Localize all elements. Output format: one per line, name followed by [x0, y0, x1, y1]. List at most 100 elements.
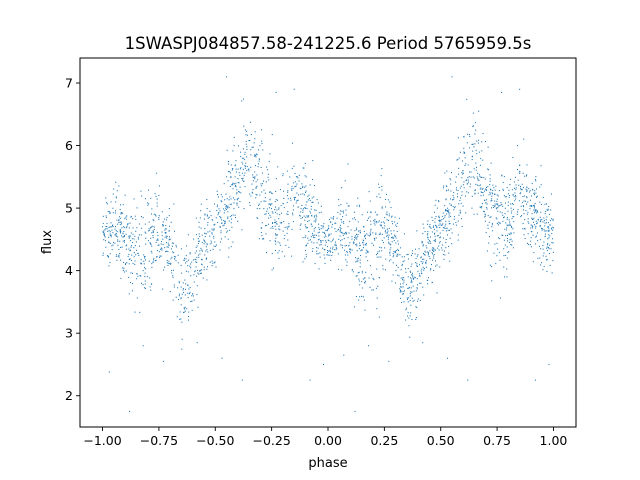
data-point	[213, 262, 215, 264]
data-point	[349, 220, 351, 222]
data-point	[529, 244, 531, 246]
data-point	[464, 152, 466, 154]
data-point	[445, 185, 447, 187]
data-point	[400, 269, 402, 271]
data-point	[142, 284, 144, 286]
data-point	[268, 223, 270, 225]
data-point	[177, 287, 179, 289]
data-point	[245, 134, 247, 136]
data-point	[434, 218, 436, 220]
data-point	[106, 225, 108, 228]
data-point	[260, 231, 262, 234]
data-point	[434, 204, 436, 206]
data-point	[246, 169, 248, 172]
data-point	[269, 240, 271, 242]
data-point	[302, 237, 304, 239]
data-point	[484, 215, 486, 217]
data-point	[425, 266, 427, 268]
data-point	[123, 239, 125, 241]
data-point	[309, 200, 311, 202]
data-point	[542, 269, 544, 271]
data-point	[214, 223, 216, 225]
data-point	[339, 235, 341, 237]
data-point	[308, 220, 310, 222]
data-point	[324, 262, 326, 265]
data-point	[526, 189, 528, 191]
data-point	[511, 240, 513, 242]
data-point	[374, 224, 376, 226]
data-point	[166, 237, 168, 239]
data-point	[252, 176, 254, 178]
data-point	[548, 229, 550, 231]
data-point	[137, 253, 139, 255]
data-point	[461, 194, 463, 196]
data-point	[229, 216, 231, 218]
outlier-point	[309, 379, 311, 381]
data-point	[243, 157, 245, 159]
data-point	[515, 187, 517, 189]
data-point	[198, 233, 200, 235]
data-point	[493, 252, 495, 254]
data-point	[445, 220, 447, 222]
data-point	[315, 209, 317, 211]
data-point	[535, 243, 537, 245]
data-point	[347, 226, 349, 228]
data-point	[535, 196, 537, 198]
outlier-point	[446, 357, 448, 359]
data-point	[229, 185, 231, 188]
data-point	[318, 238, 320, 240]
data-point	[241, 161, 243, 163]
data-point	[405, 284, 407, 286]
data-point	[533, 217, 535, 219]
data-point	[397, 240, 399, 242]
data-point	[123, 235, 125, 238]
data-point	[304, 258, 306, 260]
data-point	[182, 291, 184, 294]
data-point	[534, 190, 536, 192]
data-point	[395, 251, 397, 253]
data-point	[508, 233, 510, 235]
data-point	[151, 213, 153, 215]
data-point	[338, 268, 340, 270]
data-point	[363, 230, 365, 232]
data-point	[249, 204, 251, 206]
data-point	[115, 201, 117, 203]
data-point	[427, 231, 429, 233]
data-point	[549, 224, 551, 226]
data-point	[411, 263, 413, 265]
data-point	[335, 222, 337, 224]
data-point	[155, 241, 157, 244]
data-point	[131, 238, 133, 240]
data-point	[522, 205, 524, 207]
data-point	[326, 246, 328, 248]
data-point	[194, 252, 196, 254]
data-point	[463, 187, 465, 189]
data-point	[227, 207, 229, 209]
data-point	[235, 184, 237, 186]
data-point	[234, 164, 236, 166]
data-point	[376, 297, 378, 299]
data-point	[474, 143, 476, 145]
data-point	[447, 234, 449, 236]
data-point	[242, 148, 244, 150]
data-point	[305, 226, 307, 228]
data-point	[390, 259, 392, 261]
data-point	[253, 176, 255, 178]
data-point	[416, 230, 418, 232]
data-point	[429, 257, 431, 260]
data-point	[376, 213, 378, 216]
data-point	[498, 189, 500, 192]
data-point	[106, 228, 108, 230]
data-point	[171, 272, 173, 274]
data-point	[190, 267, 192, 269]
data-point	[370, 212, 372, 214]
data-point	[427, 241, 429, 243]
outlier-point	[162, 360, 164, 362]
data-point	[278, 228, 280, 230]
data-point	[488, 221, 490, 223]
data-point	[494, 205, 496, 207]
data-point	[182, 282, 184, 284]
data-point	[260, 227, 262, 229]
data-point	[429, 250, 431, 252]
data-point	[145, 243, 147, 245]
